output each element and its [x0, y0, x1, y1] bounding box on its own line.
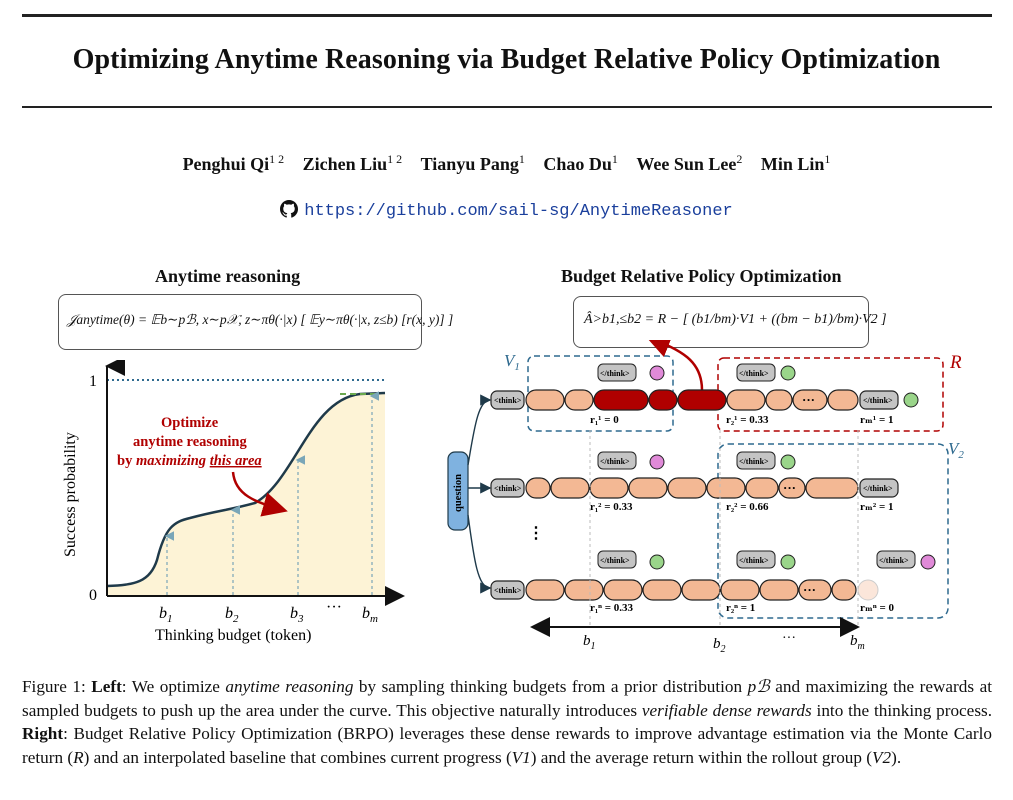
brpo-rollout-diagram: V1 R V2 question <think> ··· </think> </…	[447, 340, 964, 655]
svg-text:</think>: </think>	[863, 484, 893, 493]
repo-link[interactable]: https://github.com/sail-sg/AnytimeReason…	[304, 202, 733, 221]
reward-r2-n: r₂ⁿ = 1	[726, 602, 755, 614]
x-tick-b1: b1	[159, 605, 173, 625]
author-2: Zichen Liu1 2	[302, 152, 403, 174]
svg-text:</think>: </think>	[879, 556, 909, 565]
svg-text:</think>: </think>	[863, 396, 893, 405]
area-under-curve	[107, 393, 385, 596]
author-3: Tianyu Pang1	[420, 152, 525, 174]
annotation-line-2: anytime reasoning	[133, 434, 247, 450]
svg-text:···: ···	[802, 392, 815, 407]
anytime-curve-figure: 1 0 b1 b2 b3 ··· bm Thinking budget (tok…	[62, 360, 405, 644]
author-5: Wee Sun Lee2	[636, 152, 743, 174]
svg-text:<think>: <think>	[494, 586, 522, 595]
think-close-token	[859, 390, 899, 410]
svg-text:</think>: </think>	[739, 457, 769, 466]
question-box[interactable]	[447, 451, 469, 531]
annotation-line-3: by maximizing this area	[117, 453, 262, 469]
figure-caption: Figure 1: Left: We optimize anytime reas…	[22, 677, 992, 767]
advantage-arrow	[645, 340, 704, 391]
y-tick-1: 1	[89, 373, 97, 390]
repo-link-line: https://github.com/sail-sg/AnytimeReason…	[0, 200, 1013, 221]
rollout-row-n: <think> ··· </think> </think> </think> r…	[490, 550, 936, 614]
question-branch-3	[467, 514, 492, 594]
success-curve	[106, 391, 386, 588]
budget-axis-dots: ···	[782, 631, 796, 646]
svg-text:···: ···	[783, 480, 796, 495]
reward-r2-2: r₂² = 0.66	[726, 501, 769, 513]
x-tick-b2: b2	[225, 605, 239, 625]
author-1: Penghui Qi1 2	[182, 152, 285, 174]
svg-text:<think>: <think>	[494, 484, 522, 493]
question-branch-1	[467, 394, 492, 466]
svg-text:</think>: </think>	[600, 556, 630, 565]
question-label: question	[453, 474, 464, 512]
svg-text:</think>: </think>	[739, 369, 769, 378]
top-rule	[22, 14, 992, 17]
budget-axis-b1: b1	[583, 633, 596, 652]
paper-title: Optimizing Anytime Reasoning via Budget …	[72, 44, 941, 75]
annotation-line-1: Optimize	[161, 415, 219, 431]
reward-r2-1: r₂¹ = 0.33	[726, 414, 769, 426]
reward-r1-n: r₁ⁿ = 0.33	[590, 602, 634, 614]
title-bottom-rule	[22, 106, 992, 108]
svg-text:<think>: <think>	[494, 396, 522, 405]
objective-box: 𝒥anytime(θ) = 𝔼b∼pℬ, x∼p𝒳, z∼πθ(·|x) [ 𝔼…	[58, 294, 453, 350]
rollout-row-1: <think> ··· </think> </think> </think> r…	[490, 363, 919, 426]
svg-text:···: ···	[803, 582, 816, 597]
svg-text:</think>: </think>	[739, 556, 769, 565]
vertical-ellipsis: ⋮	[528, 525, 544, 542]
left-panel-heading: Anytime reasoning	[155, 266, 301, 286]
author-4: Chao Du1	[543, 152, 618, 174]
brpo-formula: Â>b1,≤b2 = R − [ (b1/bm)·V1 + ((bm − b1)…	[584, 312, 887, 327]
x-tick-bm: bm	[362, 605, 378, 625]
rollout-row-2: <think> ··· </think> </think> </think> r…	[490, 451, 899, 513]
v1-label: V1	[504, 351, 520, 373]
author-list: Penghui Qi1 2 Zichen Liu1 2 Tianyu Pang1…	[0, 152, 1013, 175]
reward-r1-1: r₁¹ = 0	[590, 414, 619, 426]
x-axis-label: Thinking budget (token)	[155, 627, 311, 644]
reward-r1-2: r₁² = 0.33	[590, 501, 633, 513]
reward-rm-1: rₘ¹ = 1	[860, 414, 893, 426]
x-tick-b3: b3	[290, 605, 304, 625]
budget-axis-bm: bm	[850, 633, 865, 652]
svg-text:</think>: </think>	[600, 457, 630, 466]
x-tick-dots: ···	[326, 599, 342, 616]
budget-axis-b2: b2	[713, 636, 726, 655]
r-label: R	[949, 352, 962, 373]
v2-label: V2	[948, 439, 964, 461]
y-tick-0: 0	[89, 587, 97, 604]
objective-formula: 𝒥anytime(θ) = 𝔼b∼pℬ, x∼p𝒳, z∼πθ(·|x) [ 𝔼…	[67, 312, 454, 327]
annotation-arrow	[231, 471, 288, 517]
reward-rm-n: rₘⁿ = 0	[860, 602, 894, 614]
y-axis-label: Success probability	[62, 432, 79, 557]
brpo-formula-box: Â>b1,≤b2 = R − [ (b1/bm)·V1 + ((bm − b1)…	[573, 296, 887, 348]
think-open-token	[490, 390, 525, 410]
author-6: Min Lin1	[760, 152, 831, 174]
right-panel-heading: Budget Relative Policy Optimization	[561, 266, 842, 286]
github-icon	[280, 200, 299, 218]
reward-rm-2: rₘ² = 1	[860, 501, 893, 513]
svg-text:</think>: </think>	[600, 369, 630, 378]
